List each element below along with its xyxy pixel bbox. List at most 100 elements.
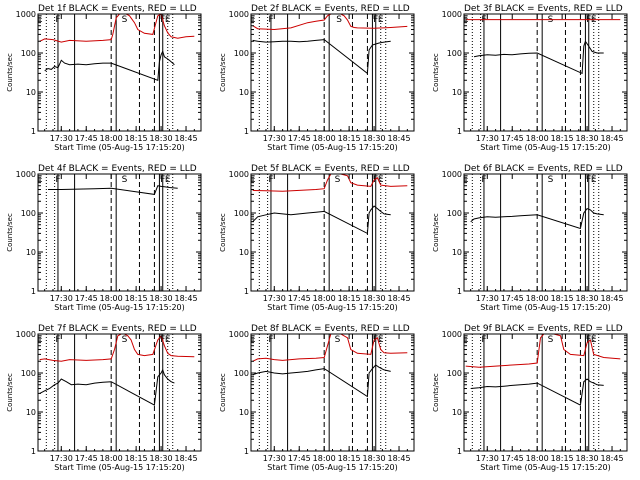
panel-title: Det 2f BLACK = Events, RED = LLD — [251, 4, 410, 14]
annotation-label: S — [336, 15, 342, 25]
x-tick-label: 18:15 — [338, 134, 361, 143]
series-line — [48, 185, 178, 195]
annotation-label: S — [335, 335, 341, 345]
x-tick-label: 18:15 — [125, 134, 148, 143]
series-line — [252, 364, 391, 398]
annotation-label: F — [481, 175, 486, 185]
annotation-label: E — [165, 175, 171, 185]
x-tick-label: 18:00 — [100, 294, 123, 303]
y-tick-label: 1 — [31, 127, 36, 136]
y-tick-label: 1000 — [16, 330, 36, 339]
panel-title: Det 6f BLACK = Events, RED = LLD — [464, 164, 623, 174]
x-tick-label: 18:15 — [551, 134, 574, 143]
y-axis-label: Counts/sec — [219, 53, 227, 92]
y-tick-label: 100 — [234, 209, 249, 218]
series-line — [252, 14, 408, 31]
x-axis-label: Start Time (05-Aug-15 17:15:20) — [54, 143, 185, 152]
x-tick-label: 18:00 — [100, 134, 123, 143]
series-line — [44, 50, 175, 81]
annotation-label: E — [378, 175, 384, 185]
y-tick-label: 1 — [244, 127, 249, 136]
y-tick-label: 1 — [31, 287, 36, 296]
annotation-label: F — [55, 335, 60, 345]
panel-title: Det 4f BLACK = Events, RED = LLD — [38, 164, 197, 174]
x-tick-label: 18:45 — [600, 134, 623, 143]
panel-title: Det 1f BLACK = Events, RED = LLD — [38, 4, 197, 14]
x-tick-label: 18:30 — [150, 454, 173, 463]
x-tick-label: 18:30 — [576, 454, 599, 463]
y-tick-label: 10 — [239, 248, 249, 257]
y-tick-label: 100 — [447, 209, 462, 218]
series-line — [470, 207, 604, 230]
x-tick-label: 18:45 — [387, 454, 410, 463]
y-axis-label: Counts/sec — [6, 213, 14, 252]
x-axis-label: Start Time (05-Aug-15 17:15:20) — [54, 303, 185, 312]
y-axis-label: Counts/sec — [6, 53, 14, 92]
series-line — [39, 334, 195, 362]
x-axis-label: Start Time (05-Aug-15 17:15:20) — [480, 303, 611, 312]
x-tick-label: 18:00 — [313, 134, 336, 143]
annotation-label: F — [586, 175, 591, 185]
x-axis-label: Start Time (05-Aug-15 17:15:20) — [480, 143, 611, 152]
x-tick-label: 17:30 — [50, 294, 73, 303]
annotation-label: E — [165, 335, 171, 345]
x-tick-label: 18:45 — [387, 294, 410, 303]
y-tick-label: 100 — [447, 369, 462, 378]
annotation-label: F — [268, 175, 273, 185]
x-tick-label: 17:30 — [50, 454, 73, 463]
x-tick-label: 18:00 — [526, 134, 549, 143]
x-axis-label: Start Time (05-Aug-15 17:15:20) — [267, 303, 398, 312]
x-tick-label: 18:45 — [174, 134, 197, 143]
x-tick-label: 18:15 — [125, 294, 148, 303]
x-tick-label: 18:00 — [526, 294, 549, 303]
y-tick-label: 100 — [234, 369, 249, 378]
y-axis-label: Counts/sec — [432, 373, 440, 412]
panel-title: Det 7f BLACK = Events, RED = LLD — [38, 324, 197, 334]
y-tick-label: 100 — [234, 49, 249, 58]
series-line — [252, 334, 408, 362]
y-axis-label: Counts/sec — [219, 373, 227, 412]
x-tick-label: 18:00 — [526, 454, 549, 463]
y-tick-label: 1000 — [229, 330, 249, 339]
annotation-label: E — [378, 15, 384, 25]
x-axis-label: Start Time (05-Aug-15 17:15:20) — [480, 463, 611, 472]
y-tick-label: 1 — [457, 447, 462, 456]
annotation-label: F — [160, 175, 165, 185]
y-axis-label: Counts/sec — [432, 53, 440, 92]
y-axis-label: Counts/sec — [6, 373, 14, 412]
x-tick-label: 18:30 — [363, 294, 386, 303]
y-tick-label: 1 — [457, 287, 462, 296]
panel-title: Det 5f BLACK = Events, RED = LLD — [251, 164, 410, 174]
x-tick-label: 17:30 — [476, 134, 499, 143]
x-tick-label: 17:45 — [288, 294, 311, 303]
y-tick-label: 1000 — [16, 170, 36, 179]
annotation-label: S — [335, 175, 341, 185]
x-tick-label: 18:45 — [174, 454, 197, 463]
x-tick-label: 18:00 — [313, 294, 336, 303]
x-axis-label: Start Time (05-Aug-15 17:15:20) — [267, 463, 398, 472]
x-tick-label: 18:30 — [150, 294, 173, 303]
series-line — [252, 174, 408, 192]
annotation-label: F — [373, 15, 378, 25]
annotation-label: F — [55, 175, 60, 185]
series-line — [465, 334, 621, 368]
x-tick-label: 18:15 — [551, 454, 574, 463]
x-tick-label: 17:30 — [50, 134, 73, 143]
x-tick-label: 17:30 — [263, 454, 286, 463]
x-tick-label: 18:30 — [576, 134, 599, 143]
x-tick-label: 18:45 — [174, 294, 197, 303]
y-tick-label: 10 — [452, 408, 462, 417]
annotation-label: S — [548, 175, 554, 185]
series-line — [39, 368, 175, 406]
y-axis-label: Counts/sec — [219, 213, 227, 252]
x-tick-label: 17:45 — [75, 294, 98, 303]
x-tick-label: 17:45 — [501, 454, 524, 463]
y-tick-label: 10 — [26, 88, 36, 97]
